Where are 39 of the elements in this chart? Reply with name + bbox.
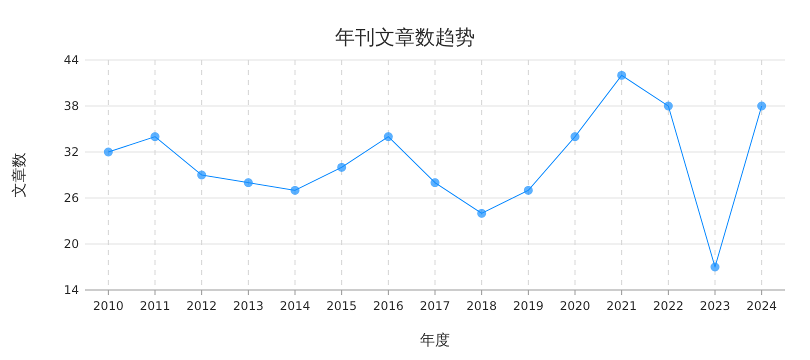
x-tick-label: 2023	[700, 299, 730, 313]
point	[430, 178, 440, 188]
point	[384, 132, 393, 142]
point	[617, 70, 626, 80]
point	[524, 186, 533, 195]
x-tick-label: 2015	[326, 299, 357, 313]
x-tick-label: 2020	[560, 299, 590, 313]
x-tick-label: 2010	[93, 299, 124, 313]
x-tick-label: 2019	[513, 299, 544, 313]
point	[477, 208, 486, 218]
point	[150, 132, 160, 142]
x-axis-title: 年度	[420, 331, 450, 349]
point	[104, 148, 113, 156]
point	[664, 102, 673, 110]
x-tick-label: 2017	[420, 299, 450, 313]
x-tick-label: 2011	[140, 299, 170, 313]
point	[290, 186, 300, 195]
point	[710, 262, 720, 272]
x-tick-label: 2018	[466, 299, 497, 313]
chart-title: 年刊文章数趋势	[335, 25, 475, 49]
x-tick-label: 2014	[280, 299, 310, 313]
y-tick-label: 32	[64, 145, 79, 159]
point	[570, 132, 580, 142]
point	[244, 178, 253, 188]
x-tick-label: 2024	[746, 299, 777, 313]
x-tick-label: 2016	[373, 299, 404, 313]
y-axis-title: 文章数	[10, 152, 28, 198]
point	[757, 102, 766, 110]
y-tick-label: 38	[64, 99, 79, 113]
x-tick-label: 2012	[186, 299, 217, 313]
y-tick-label: 14	[64, 283, 79, 297]
x-tick-label: 2021	[606, 299, 637, 313]
y-tick-label: 26	[64, 191, 79, 205]
point	[337, 162, 346, 172]
x-tick-label: 2022	[653, 299, 684, 313]
point	[197, 170, 206, 180]
x-tick-label: 2013	[233, 299, 264, 313]
y-tick-label: 20	[64, 237, 79, 251]
y-tick-label: 44	[64, 53, 79, 67]
